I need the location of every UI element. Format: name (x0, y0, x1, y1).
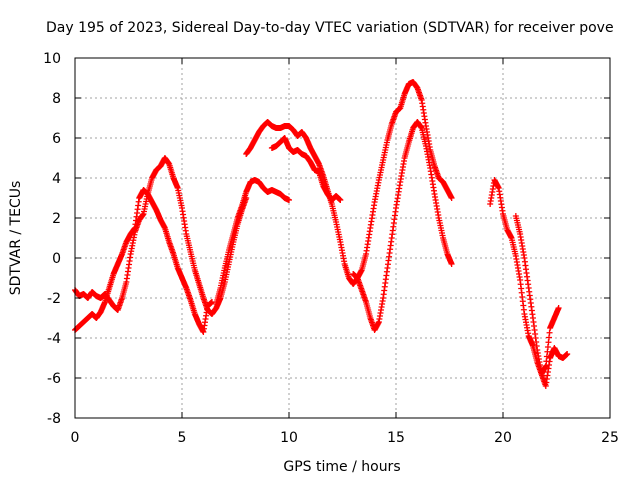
y-tick-label: 0 (52, 251, 61, 267)
series-pove-a (72, 155, 250, 317)
y-tick-label: -4 (47, 331, 61, 347)
chart-title: Day 195 of 2023, Sidereal Day-to-day VTE… (46, 20, 614, 36)
plot-frame (74, 57, 611, 419)
y-axis-label: SDTVAR / TECUs (8, 181, 24, 296)
y-tick-label: 6 (52, 131, 61, 147)
series-pove-f (350, 119, 455, 333)
data-point-markers (487, 177, 562, 377)
x-tick-label: 10 (280, 430, 298, 446)
y-tick-label: -2 (47, 291, 61, 307)
series-pove-g (487, 177, 562, 377)
data-point-markers (213, 177, 292, 307)
data-point-markers (350, 119, 455, 333)
series-pove-e (268, 135, 344, 203)
grid (75, 58, 610, 418)
x-tick-label: 25 (601, 430, 619, 446)
x-tick-label: 20 (494, 430, 512, 446)
series-pove-c (243, 79, 455, 287)
data-marks (72, 79, 571, 389)
data-point-markers (268, 135, 344, 203)
data-point-markers (243, 79, 455, 287)
data-point-markers (72, 155, 250, 317)
series-pove-d (213, 177, 292, 307)
y-tick-label: 2 (52, 211, 61, 227)
x-tick-label: 15 (387, 430, 405, 446)
x-tick-label: 0 (71, 430, 80, 446)
y-tick-label: 10 (43, 51, 61, 67)
y-tick-label: 8 (52, 91, 61, 107)
series-pove-h (512, 213, 571, 389)
y-tick-label: -6 (47, 371, 61, 387)
x-tick-label: 5 (178, 430, 187, 446)
data-point-markers (512, 213, 571, 389)
y-tick-label: 4 (52, 171, 61, 187)
x-axis-label: GPS time / hours (283, 459, 400, 475)
y-tick-label: -8 (47, 411, 61, 427)
axis-ticks: 0 5 10 15 20 25 -8 -6 -4 -2 0 2 4 6 8 10 (43, 51, 619, 446)
